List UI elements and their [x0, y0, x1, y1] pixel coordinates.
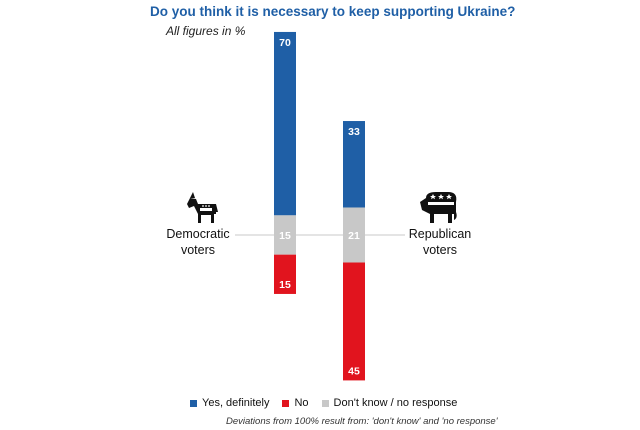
elephant-icon: [420, 192, 458, 229]
chart-subtitle: All figures in %: [166, 24, 246, 38]
chart-title: Do you think it is necessary to keep sup…: [150, 4, 516, 19]
data-label-dont-know: 21: [348, 230, 360, 242]
legend-label: Don't know / no response: [333, 397, 458, 409]
legend-item-no: No: [282, 397, 309, 409]
legend-item-yes: Yes, definitely: [190, 397, 269, 409]
category-label-line: Republican: [408, 227, 472, 241]
category-label-line: voters: [422, 243, 458, 257]
bar-no: [274, 254, 296, 294]
data-label-yes: 70: [279, 37, 291, 49]
bar-yes: [343, 121, 365, 208]
category-label-republican: Republican voters: [404, 226, 476, 258]
legend-swatch: [321, 399, 329, 407]
category-label-line: voters: [180, 243, 216, 257]
category-label-line: Democratic: [166, 227, 230, 241]
footnote: Deviations from 100% result from: 'don't…: [226, 416, 498, 427]
data-label-no: 45: [348, 365, 360, 377]
bar-dont-know: [274, 215, 296, 255]
legend-label: No: [294, 397, 309, 409]
donkey-icon: [186, 190, 218, 229]
legend-swatch: [282, 399, 290, 407]
bars-group: 70 15 15 33 21 45: [274, 31, 365, 381]
bar-yes: [274, 31, 296, 216]
data-label-yes: 33: [348, 126, 360, 138]
legend-item-dont-know: Don't know / no response: [321, 397, 458, 409]
data-label-no: 15: [279, 279, 291, 291]
legend-swatch: [190, 399, 197, 407]
legend-label: Yes, definitely: [202, 397, 270, 409]
data-label-dont-know: 15: [279, 230, 291, 242]
bar-no: [343, 262, 365, 381]
legend: Yes, definitely No Don't know / no respo…: [190, 397, 457, 409]
category-label-democratic: Democratic voters: [158, 226, 238, 258]
bar-dont-know: [343, 207, 365, 263]
